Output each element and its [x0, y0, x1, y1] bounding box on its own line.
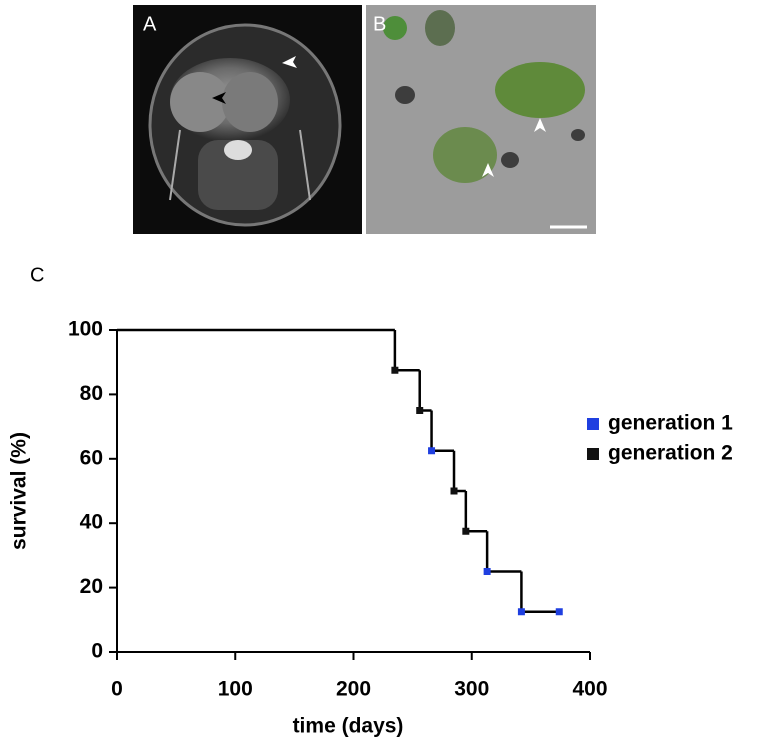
y-axis-title: survival (%): [8, 432, 31, 550]
legend-swatch: [587, 418, 599, 430]
y-tick-label: 0: [91, 640, 103, 663]
panel-b-image: [366, 5, 596, 234]
panel-label: C: [30, 264, 44, 286]
event-marker: [428, 447, 436, 455]
event-marker: [555, 608, 563, 616]
x-tick-label: 0: [111, 678, 123, 701]
legend-swatch: [587, 448, 599, 460]
event-marker: [450, 487, 458, 495]
event-marker: [483, 568, 491, 575]
legend-label: generation 2: [608, 442, 733, 465]
x-tick-label: 200: [336, 678, 371, 701]
panel-a-image: [133, 5, 362, 234]
x-tick-label: 400: [572, 678, 607, 701]
y-tick-label: 40: [80, 511, 103, 534]
event-marker: [416, 407, 424, 414]
x-tick-label: 300: [454, 678, 489, 701]
y-tick-label: 60: [80, 446, 103, 469]
x-tick-label: 100: [218, 678, 253, 701]
event-marker: [391, 366, 399, 374]
y-tick-label: 80: [80, 382, 103, 405]
panel-label: B: [373, 13, 386, 35]
y-tick-label: 20: [80, 575, 103, 598]
legend-label: generation 1: [608, 412, 733, 435]
y-tick-label: 100: [68, 318, 103, 341]
event-marker: [462, 527, 470, 535]
x-axis-title: time (days): [293, 715, 404, 738]
panel-label: A: [143, 13, 157, 35]
event-marker: [517, 608, 525, 616]
